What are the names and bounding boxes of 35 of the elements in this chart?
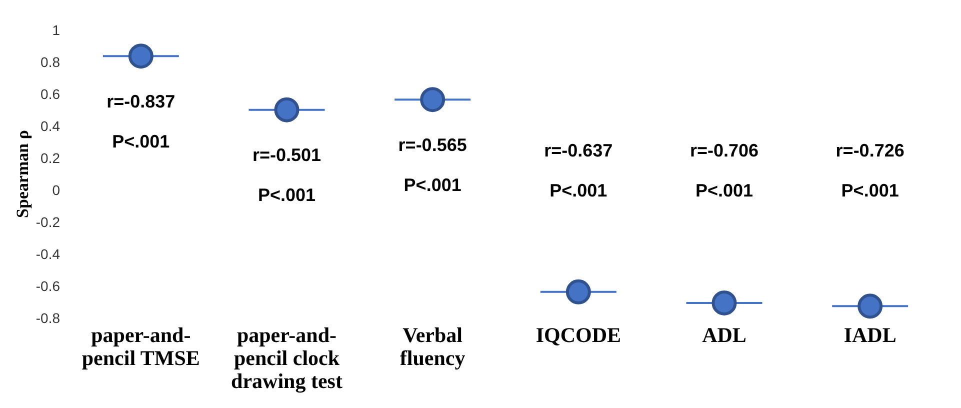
annotation: r=-0.706 [690,140,759,160]
y-tick-label: 0.8 [40,54,60,70]
y-tick-label: -0.8 [36,310,60,326]
y-tick-label: -0.6 [36,278,60,294]
point [712,290,737,316]
point [566,279,591,304]
point [274,97,300,122]
annotation: P<.001 [258,185,316,206]
annotation: r=-0.637 [544,140,613,160]
y-tick-label: -0.2 [36,214,60,230]
y-tick-label: 0.2 [40,150,60,166]
annotation: P<.001 [404,174,462,195]
annotation: P<.001 [695,180,754,200]
x-tick-label: Verbal fluency [400,323,466,370]
x-tick-label: paper-and-pencil clock drawing test [231,323,342,393]
y-tick-label: 0.4 [40,118,60,134]
annotation: r=-0.837 [106,91,176,112]
annotation: r=-0.501 [252,145,322,166]
annotation: r=-0.726 [836,140,904,160]
point [128,44,154,69]
annotation: P<.001 [550,180,608,200]
y-tick-label: -0.4 [36,246,60,262]
x-tick-label: IQCODE [536,323,622,347]
x-tick-label: ADL [702,323,746,347]
y-tick-label: 0 [52,182,60,198]
y-tick-label: 1 [52,22,60,38]
point [420,87,446,112]
point [858,294,883,319]
y-axis-title: Spearman ρ [13,130,32,218]
annotation: P<.001 [841,180,899,200]
annotation: P<.001 [112,131,170,152]
y-tick-label: 0.6 [40,86,60,102]
x-tick-label: paper-and-pencil TMSE [82,323,200,370]
annotation: r=-0.565 [398,134,467,155]
x-tick-label: IADL [844,323,896,347]
